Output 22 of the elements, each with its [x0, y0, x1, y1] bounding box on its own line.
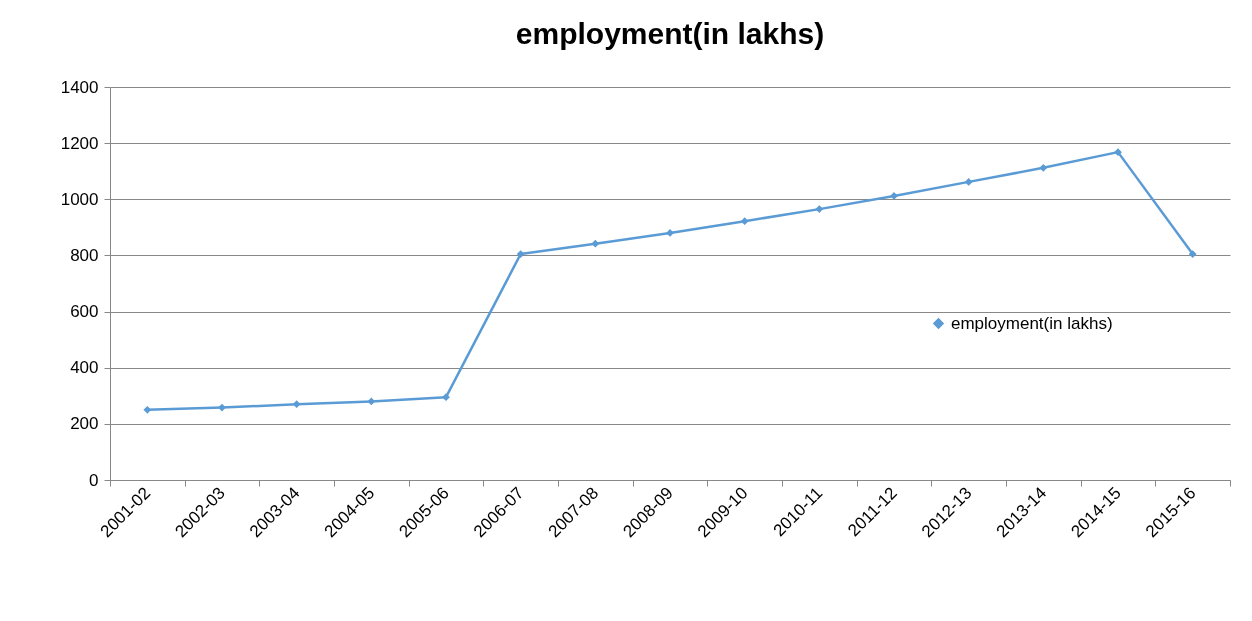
point: [143, 405, 152, 414]
legend-label: employment(in lakhs): [951, 313, 1113, 333]
point: [442, 393, 450, 402]
point: [964, 178, 973, 186]
y-tick-label: 0: [89, 470, 99, 490]
point: [1188, 250, 1197, 258]
point: [218, 403, 226, 412]
y-tick-label: 1000: [60, 189, 99, 209]
y-tick-label: 200: [70, 414, 99, 434]
point: [516, 250, 525, 258]
y-tick-label: 1400: [60, 77, 99, 97]
y-tick-label: 600: [70, 302, 99, 322]
point: [740, 217, 749, 226]
y-tick-label: 800: [70, 245, 99, 265]
point: [815, 205, 824, 213]
y-tick-label: 1200: [60, 133, 99, 153]
chart-title: employment(in lakhs): [515, 17, 825, 50]
point: [367, 397, 376, 406]
point: [292, 400, 301, 409]
point: [1039, 163, 1048, 172]
y-tick-label: 400: [70, 358, 99, 378]
point: [591, 239, 600, 248]
